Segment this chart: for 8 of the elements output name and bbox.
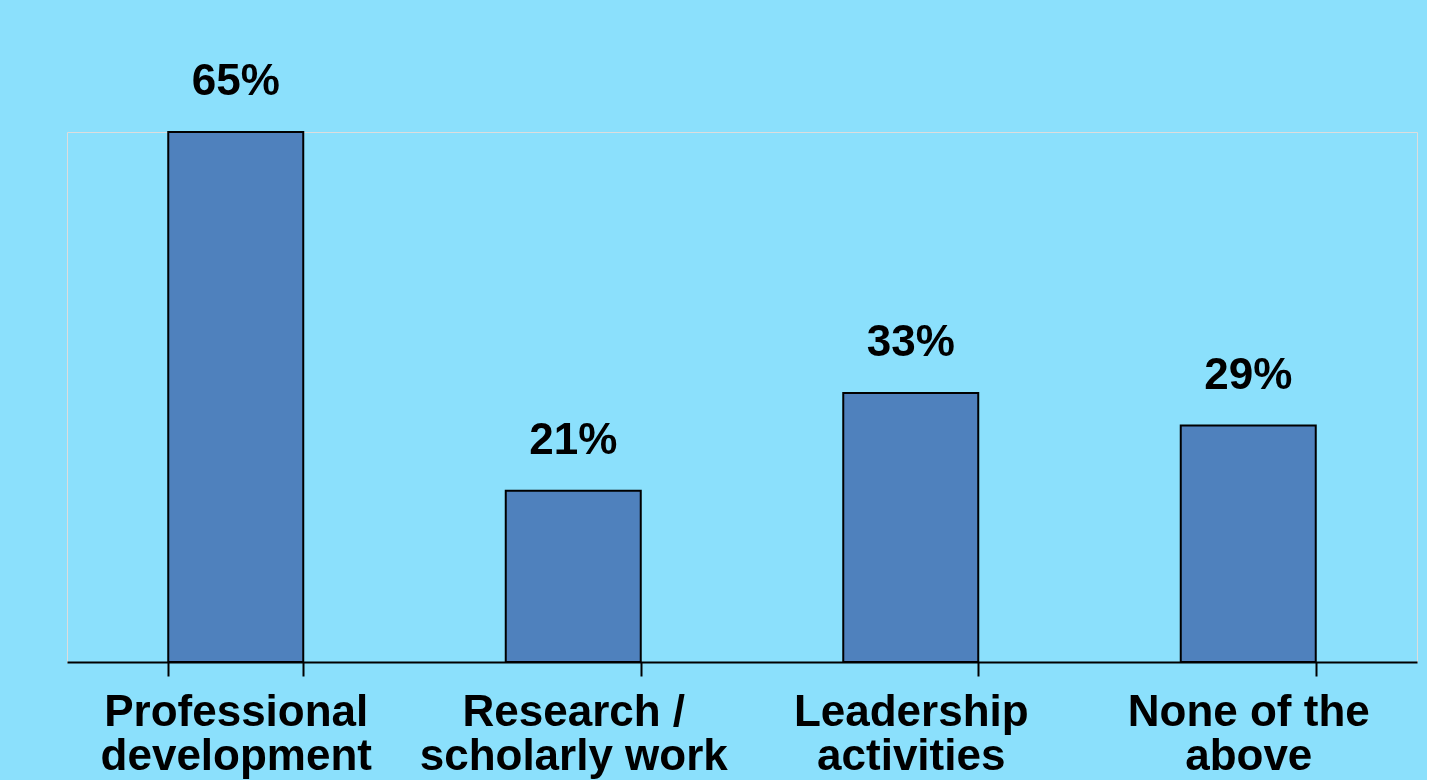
data-label: 21% bbox=[529, 413, 618, 463]
x-tick-label: Professional development bbox=[100, 685, 373, 779]
x-tick-label: Leadership activities bbox=[793, 685, 1029, 779]
x-tick-label: Research / scholarly work bbox=[419, 685, 729, 779]
data-label: 29% bbox=[1204, 348, 1293, 398]
data-label: 65% bbox=[191, 55, 280, 104]
data-label: 33% bbox=[866, 315, 955, 365]
x-tick-label: None of the above bbox=[1127, 685, 1370, 779]
